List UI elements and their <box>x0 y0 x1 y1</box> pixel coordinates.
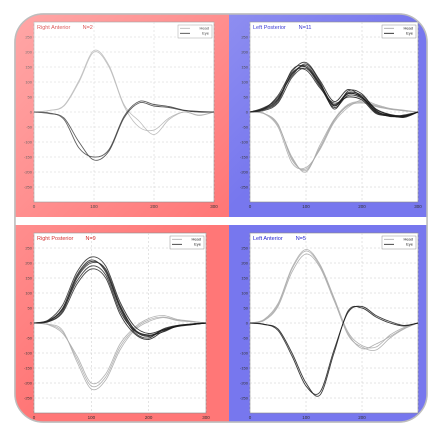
frame-border <box>14 13 428 423</box>
gloss-overlay <box>15 14 427 422</box>
